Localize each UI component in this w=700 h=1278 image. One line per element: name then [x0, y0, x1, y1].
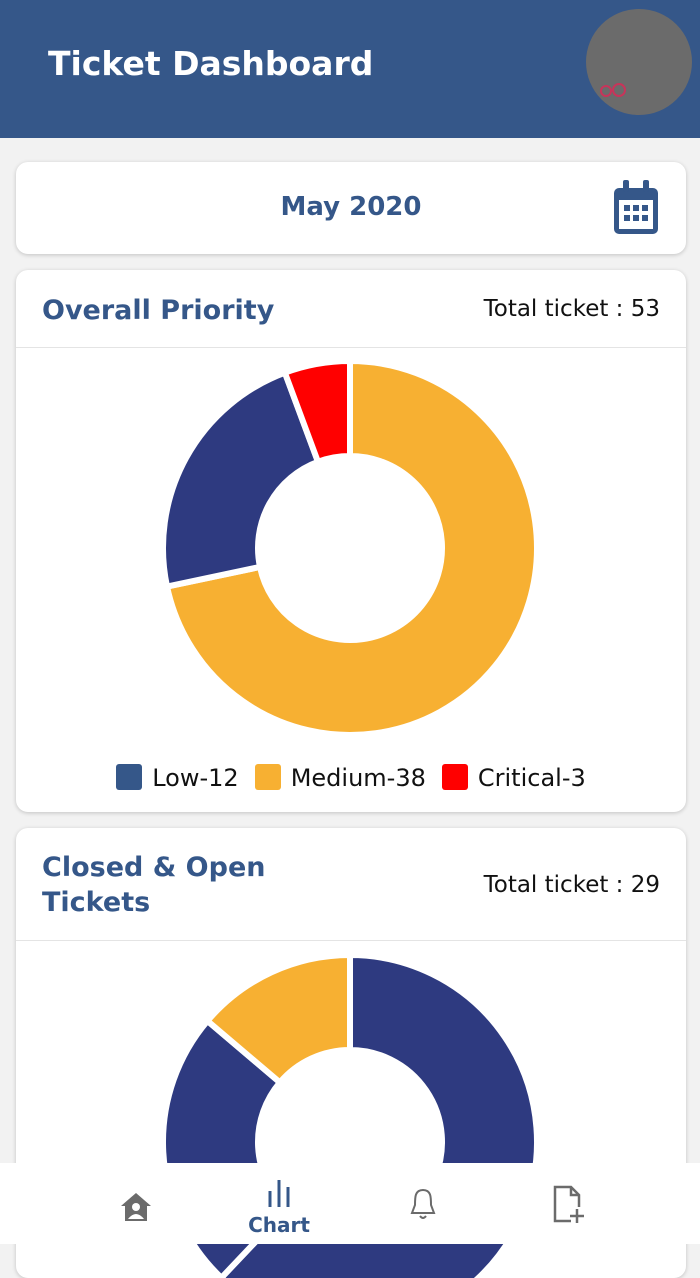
priority-donut-chart: [160, 357, 540, 738]
nav-chart-label: Chart: [248, 1213, 310, 1237]
legend-swatch: [116, 764, 143, 790]
app-header: Ticket Dashboard: [0, 0, 700, 138]
donut-slice[interactable]: [203, 951, 353, 1087]
month-selector[interactable]: May 2020: [16, 162, 686, 254]
nav-home[interactable]: [76, 1163, 196, 1244]
bottom-nav: Chart: [0, 1163, 700, 1244]
donut-slice-low[interactable]: [160, 368, 322, 591]
legend-item-low[interactable]: Low-12: [116, 764, 239, 792]
calendar-icon[interactable]: [612, 180, 660, 236]
overall-priority-card: Overall Priority Total ticket : 53 Low-1…: [16, 270, 686, 812]
legend-swatch: [441, 764, 468, 790]
divider: [16, 347, 686, 348]
add-file-icon: [553, 1185, 584, 1223]
avatar-icon: [600, 83, 626, 97]
chart-icon: [268, 1180, 290, 1207]
legend-item-critical[interactable]: Critical-3: [441, 764, 586, 792]
legend-label: Low-12: [152, 764, 239, 792]
avatar[interactable]: [586, 9, 692, 115]
chart-legend: Low-12 Medium-38 Critical-3: [16, 764, 686, 792]
month-label: May 2020: [280, 192, 422, 222]
total-ticket: Total ticket : 53: [483, 296, 660, 322]
nav-chart[interactable]: Chart: [219, 1163, 339, 1244]
legend-label: Medium-38: [290, 764, 426, 792]
donut-slice-critical[interactable]: [281, 357, 353, 466]
card-title: Closed & Open Tickets: [42, 852, 266, 918]
page-title: Ticket Dashboard: [48, 44, 374, 83]
donut-slice-medium[interactable]: [163, 357, 540, 738]
nav-add-ticket[interactable]: [508, 1163, 628, 1244]
legend-item-medium[interactable]: Medium-38: [254, 764, 426, 792]
legend-swatch: [254, 764, 281, 790]
nav-notifications[interactable]: [363, 1163, 483, 1244]
total-ticket: Total ticket : 29: [483, 872, 660, 898]
card-title: Overall Priority: [42, 295, 275, 326]
bell-icon: [410, 1188, 436, 1219]
home-icon: [121, 1193, 151, 1221]
legend-label: Critical-3: [477, 764, 586, 792]
divider: [16, 940, 686, 941]
